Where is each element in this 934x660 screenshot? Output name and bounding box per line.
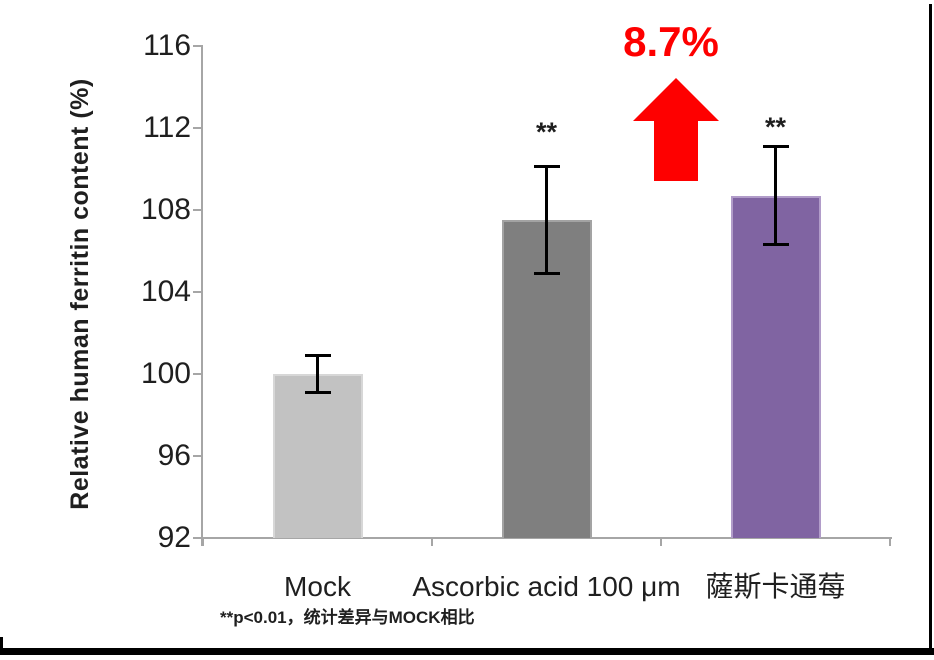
- significance-stars-saskatoon-berry: **: [764, 112, 786, 142]
- bottom-border-rule: [0, 648, 934, 655]
- arrow-head: [633, 78, 719, 121]
- y-axis-tick: [193, 537, 201, 539]
- x-axis-tick: [660, 538, 662, 546]
- x-tick-label-mock: Mock: [284, 571, 351, 602]
- error-bar-saskatoon-berry-cap-top: [762, 144, 789, 148]
- y-axis-tick: [193, 209, 201, 211]
- y-axis-tick: [193, 373, 201, 375]
- x-axis-line: [201, 537, 892, 539]
- x-tick-label-saskatoon-berry: 薩斯卡通莓: [705, 571, 846, 602]
- x-axis-tick: [431, 538, 433, 546]
- significance-stars-ascorbic-acid: **: [535, 117, 557, 147]
- right-border-line: [929, 4, 932, 655]
- error-bar-ascorbic-acid-cap-top: [533, 165, 560, 169]
- error-bar-mock-cap-bottom: [304, 390, 331, 394]
- error-bar-ascorbic-acid-line: [545, 166, 548, 274]
- error-bar-saskatoon-berry-line: [774, 146, 777, 245]
- y-tick-label: 112: [143, 111, 191, 144]
- red-up-arrow-icon: [633, 78, 719, 181]
- y-tick-label: 116: [143, 29, 191, 62]
- x-axis-tick: [889, 538, 891, 546]
- bar-mock: [272, 374, 363, 538]
- error-bar-saskatoon-berry-cap-bottom: [762, 243, 789, 247]
- y-tick-label: 92: [157, 521, 191, 554]
- y-axis-line: [201, 45, 203, 546]
- error-bar-ascorbic-acid-cap-bottom: [533, 272, 560, 276]
- error-bar-mock-line: [316, 355, 319, 393]
- x-tick-label-ascorbic-acid: Ascorbic acid 100 μm: [412, 571, 681, 602]
- x-axis-tick: [202, 538, 204, 546]
- error-bar-mock-cap-top: [304, 354, 331, 358]
- y-axis-tick: [193, 127, 201, 129]
- y-tick-label: 100: [140, 357, 191, 390]
- left-border-segment: [0, 637, 3, 655]
- y-axis-tick: [193, 291, 201, 293]
- y-tick-label: 96: [157, 439, 191, 472]
- bar-saskatoon-berry: [730, 195, 821, 538]
- y-tick-label: 104: [140, 275, 191, 308]
- arrow-stem: [654, 119, 698, 181]
- y-axis-tick: [193, 455, 201, 457]
- y-axis-tick: [193, 45, 201, 47]
- increase-percent-label: 8.7%: [623, 18, 719, 65]
- significance-footnote: **p<0.01，统计差异与MOCK相比: [220, 608, 475, 627]
- y-tick-label: 108: [140, 193, 191, 226]
